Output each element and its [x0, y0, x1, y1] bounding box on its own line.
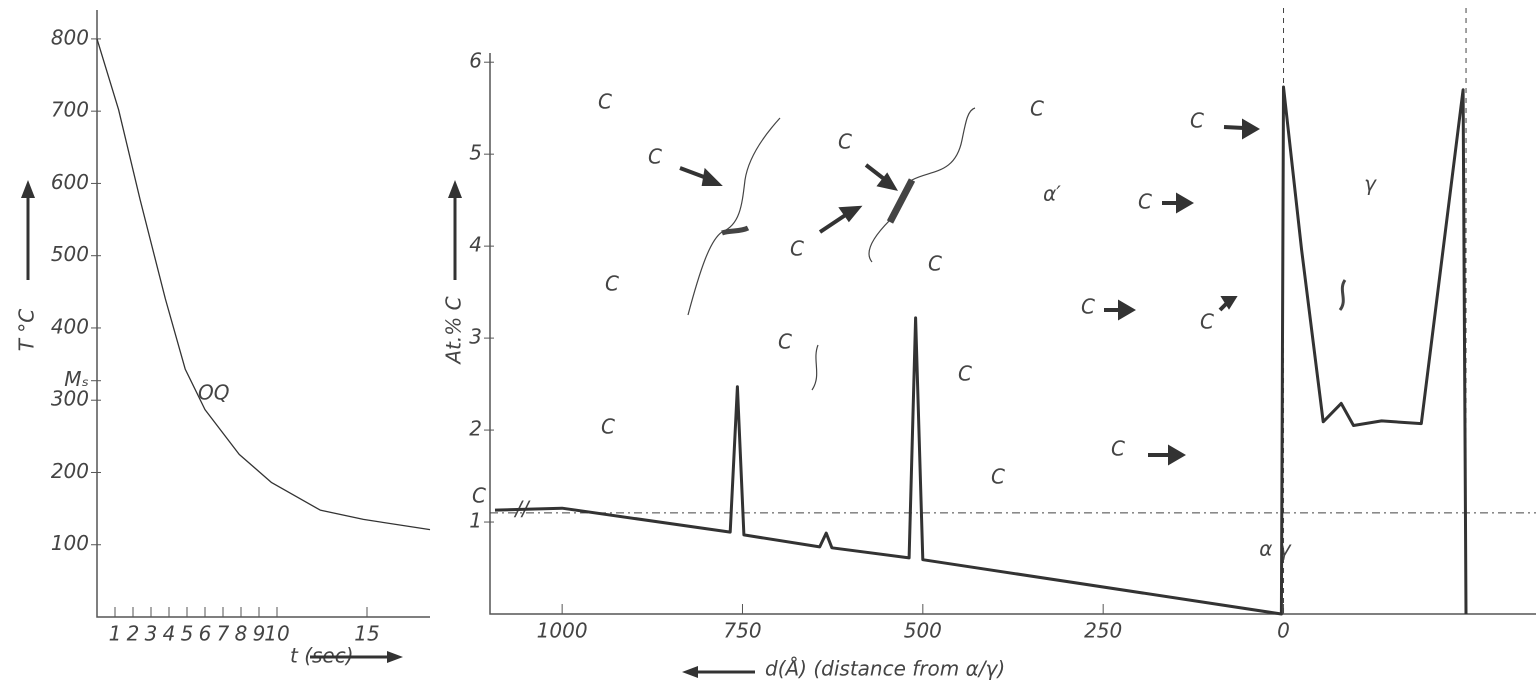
annotation: C — [991, 465, 1005, 489]
y-tick-label: 1 — [469, 509, 482, 533]
data-line — [96, 38, 431, 531]
x-tick-label: 0 — [1277, 619, 1290, 643]
annotation: C — [1030, 97, 1044, 121]
y-tick-label: 100 — [51, 531, 89, 555]
arrow-head — [876, 172, 899, 191]
curve-label: OQ — [198, 381, 229, 405]
x-tick-label: 8 — [235, 622, 248, 646]
annotation: γ — [1364, 172, 1377, 196]
x-tick-label: 9 — [253, 622, 266, 646]
y-tick-label: 200 — [51, 459, 89, 483]
annotation: α γ — [1259, 537, 1292, 561]
axes — [489, 53, 1536, 615]
x-label-arrow-head — [387, 651, 403, 663]
data-line — [494, 85, 1468, 616]
x-tick-label: 1 — [109, 622, 122, 646]
precipitate-1 — [687, 117, 781, 316]
precipitate-3 — [811, 344, 819, 391]
y-tick-label: 2 — [469, 417, 482, 441]
y-tick-label: 600 — [51, 170, 89, 194]
y-tick-label: 3 — [469, 325, 482, 349]
annotation: C — [598, 90, 612, 114]
arrow-head — [1220, 296, 1238, 310]
arrow-head — [1168, 444, 1186, 466]
x-tick-label: 750 — [723, 619, 761, 643]
y-label-arrow-head — [448, 180, 462, 198]
annotation: C — [605, 272, 619, 296]
annotation: C — [928, 252, 942, 276]
arrows — [679, 118, 1260, 466]
x-axis-label: d(Å) (distance from α/γ) — [765, 657, 1005, 681]
reference-label: C — [472, 483, 486, 507]
x-tick-label: 7 — [217, 622, 230, 646]
x-tick-label: 250 — [1084, 619, 1122, 643]
arrow-head — [1118, 299, 1136, 321]
x-label-arrow-head — [682, 666, 698, 678]
y-axis-label: At.% C — [442, 296, 466, 365]
annotation: C — [1138, 190, 1152, 214]
annotation: C — [1190, 109, 1204, 133]
y-tick-label: 4 — [469, 233, 482, 257]
y-tick-label: 5 — [469, 141, 482, 165]
y-tick-label: 500 — [51, 242, 89, 266]
y-tick-label: Mₛ — [64, 367, 89, 391]
arrow-head — [1176, 192, 1194, 214]
y-label-arrow-head — [21, 180, 35, 198]
x-tick-label: 5 — [181, 622, 194, 646]
precipitate-2 — [868, 107, 976, 263]
y-tick-label: 300 — [51, 387, 89, 411]
arrow-head — [838, 205, 863, 223]
annotation: C — [648, 145, 662, 169]
x-tick-label: 15 — [354, 622, 379, 646]
annotation: C — [1200, 310, 1214, 334]
precipitate-2-body — [886, 178, 916, 224]
axes — [96, 10, 430, 618]
x-tick-label: 500 — [904, 619, 942, 643]
annotation: C — [790, 237, 804, 261]
y-tick-label: 800 — [51, 25, 89, 49]
annotation: C — [958, 362, 972, 386]
y-axis-label: T °C — [15, 309, 39, 352]
y-tick-label: 6 — [469, 49, 482, 73]
x-tick-label: 4 — [163, 622, 176, 646]
arrow — [1223, 125, 1245, 130]
x-tick-label: 3 — [145, 622, 158, 646]
x-tick-label: 6 — [199, 622, 212, 646]
precipitate-4 — [1338, 279, 1347, 311]
annotation: C — [778, 330, 792, 354]
y-tick-label: 700 — [51, 98, 89, 122]
decoration — [687, 107, 1347, 391]
y-tick-label: 400 — [51, 314, 89, 338]
annotation: C — [1111, 437, 1125, 461]
annotation: C — [838, 130, 852, 154]
x-tick-label: 10 — [264, 622, 289, 646]
annotation: C — [1081, 295, 1095, 319]
arrow-head — [701, 167, 723, 186]
precipitate-1-body — [721, 225, 750, 236]
annotation: α′ — [1043, 182, 1061, 206]
x-tick-label: 2 — [127, 622, 140, 646]
annotation: C — [601, 415, 615, 439]
arrow-head — [1242, 118, 1260, 140]
x-tick-label: 1000 — [537, 619, 588, 643]
